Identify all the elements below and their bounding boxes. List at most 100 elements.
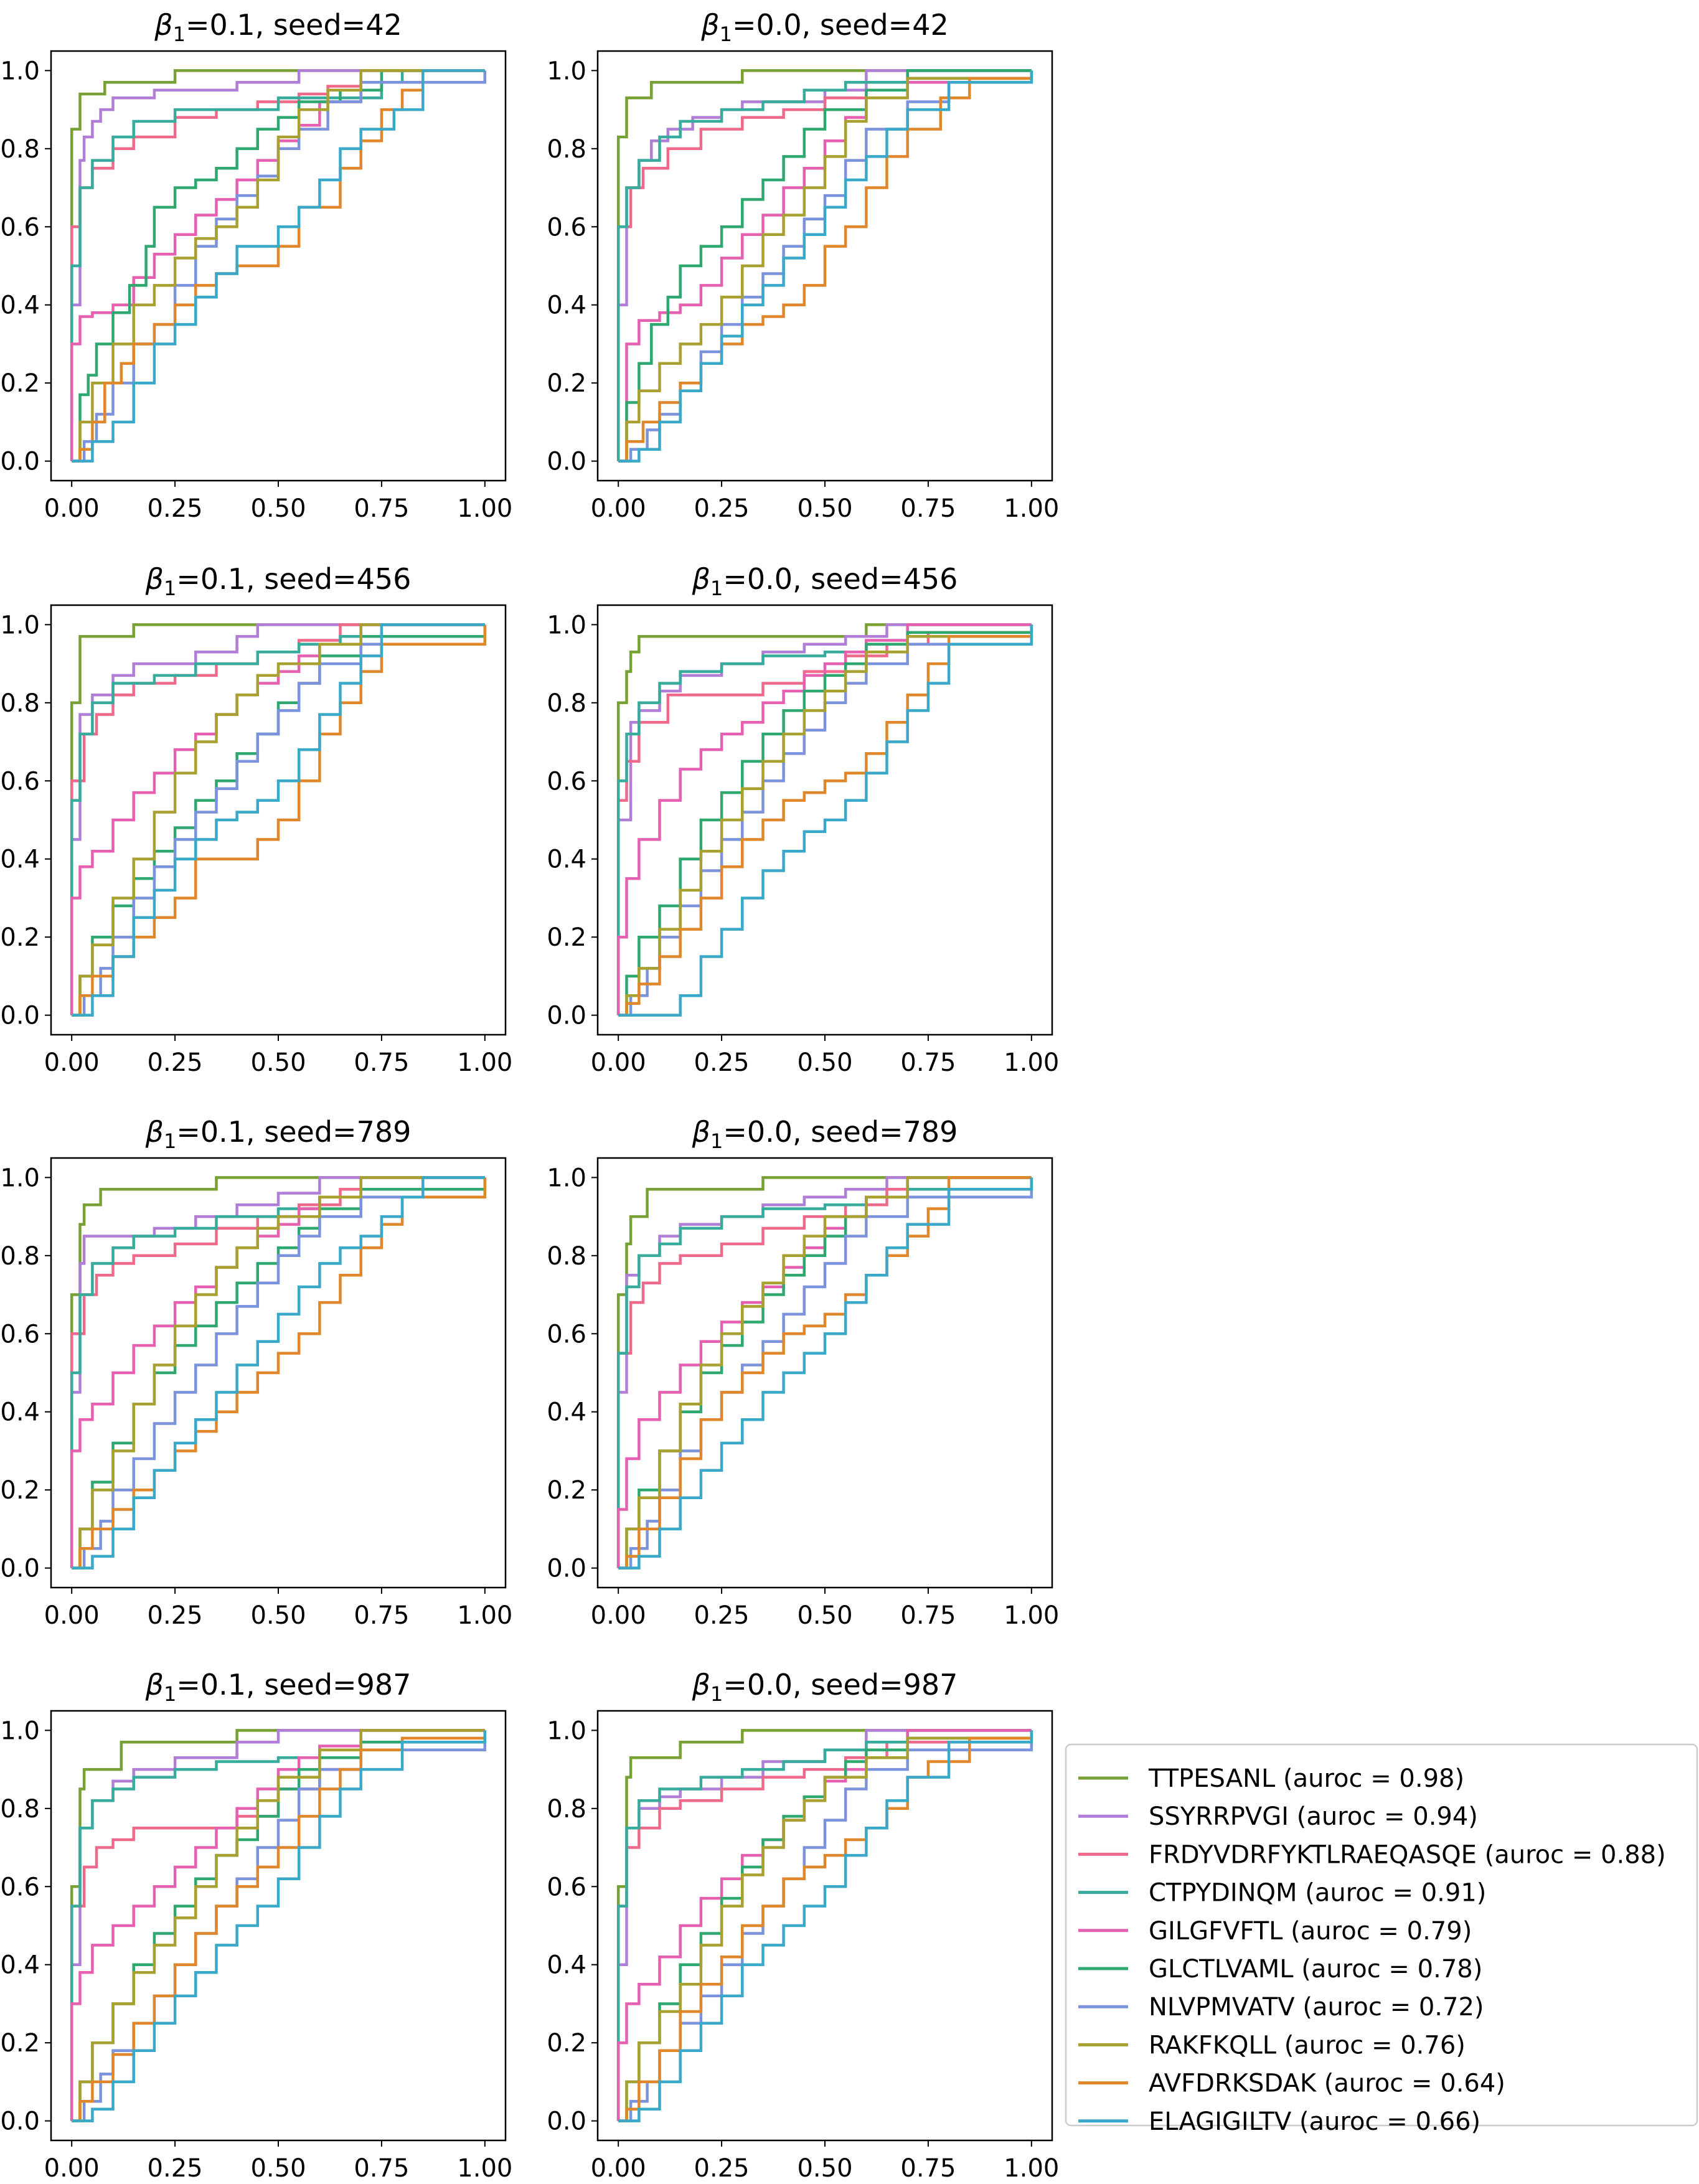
roc-curve (72, 1176, 485, 1570)
axes-frame (596, 1710, 1053, 2142)
y-tick-label: 0.2 (0, 1476, 40, 1505)
x-tick-label: 0.00 (44, 1048, 100, 1077)
x-tick-label: 0.00 (591, 494, 646, 523)
x-tick-label: 0.25 (148, 494, 203, 523)
roc-panel: β1=0.1, seed=987 0.00 0.25 0.50 0.75 1.00 0.0 0… (0, 1668, 512, 2183)
x-tick-label: 0.50 (797, 1601, 852, 1630)
legend-entry: ELAGIGILTV (auroc = 0.66) (1149, 2107, 1480, 2136)
x-tick-label: 0.75 (900, 494, 956, 523)
x-tick-label: 0.00 (591, 1048, 646, 1077)
roc-panel: β1=0.0, seed=789 0.00 0.25 0.50 0.75 1.00 0.0 0… (547, 1115, 1059, 1630)
panel-title: β1=0.1, seed=456 (145, 562, 412, 600)
legend-entry: SSYRRPVGI (auroc = 0.94) (1149, 1802, 1478, 1831)
y-tick-label: 0.6 (547, 213, 586, 242)
y-tick-label: 1.0 (547, 1164, 586, 1192)
x-tick-label: 0.00 (44, 494, 100, 523)
legend-entry: NLVPMVATV (auroc = 0.72) (1149, 1993, 1484, 2022)
roc-panel: β1=0.1, seed=789 0.00 0.25 0.50 0.75 1.00 0.0 0… (0, 1115, 512, 1630)
x-tick-label: 0.75 (354, 1601, 409, 1630)
y-tick-label: 0.4 (0, 845, 40, 874)
y-tick-label: 0.0 (547, 2107, 586, 2136)
y-tick-label: 0.6 (0, 1320, 40, 1349)
x-tick-label: 0.25 (148, 1048, 203, 1077)
x-tick-label: 0.75 (900, 2154, 956, 2183)
y-tick-label: 0.4 (547, 1951, 586, 1980)
y-tick-label: 0.6 (0, 767, 40, 796)
y-tick-label: 0.6 (0, 213, 40, 242)
panel-title: β1=0.1, seed=789 (145, 1115, 412, 1153)
panel-title: β1=0.0, seed=987 (692, 1668, 958, 1706)
x-tick-label: 1.00 (457, 1601, 512, 1630)
y-tick-label: 0.6 (547, 767, 586, 796)
roc-curve (618, 70, 1033, 463)
y-tick-label: 0.4 (547, 845, 586, 874)
roc-curve (616, 623, 1032, 1015)
x-tick-label: 0.25 (694, 2154, 750, 2183)
roc-curve (618, 69, 1032, 463)
y-tick-label: 0.8 (547, 135, 586, 164)
roc-curve (70, 69, 485, 461)
roc-curve (618, 624, 1033, 1017)
y-tick-label: 0.8 (547, 689, 586, 718)
x-tick-label: 0.75 (900, 1601, 956, 1630)
x-tick-label: 0.50 (797, 2154, 852, 2183)
x-tick-label: 0.00 (591, 2154, 646, 2183)
roc-curve (616, 69, 1032, 461)
x-tick-label: 0.25 (694, 1048, 750, 1077)
panel-title: β1=0.1, seed=42 (154, 8, 402, 46)
y-tick-label: 0.2 (547, 923, 586, 952)
x-tick-label: 0.25 (694, 494, 750, 523)
panel-title: β1=0.0, seed=789 (692, 1115, 958, 1153)
panel-title: β1=0.0, seed=456 (692, 562, 958, 600)
x-tick-label: 0.75 (354, 2154, 409, 2183)
roc-panel: β1=0.0, seed=42 0.00 0.25 0.50 0.75 1.00 0.0 0.… (547, 8, 1059, 523)
y-tick-label: 0.8 (0, 689, 40, 718)
y-tick-label: 0.2 (0, 369, 40, 398)
x-tick-label: 0.50 (250, 1048, 306, 1077)
y-tick-label: 1.0 (0, 1716, 40, 1745)
roc-curve (618, 1730, 1033, 2122)
legend-entry: GILGFVFTL (auroc = 0.79) (1149, 1917, 1472, 1946)
x-tick-label: 1.00 (457, 494, 512, 523)
roc-curve (72, 623, 485, 1017)
x-tick-label: 0.50 (797, 494, 852, 523)
y-tick-label: 0.2 (0, 923, 40, 952)
y-tick-label: 0.8 (0, 135, 40, 164)
roc-panel: β1=0.1, seed=456 0.00 0.25 0.50 0.75 1.00 0.0 0… (0, 562, 512, 1077)
x-tick-label: 0.75 (354, 494, 409, 523)
roc-curve (618, 1730, 1033, 2122)
roc-curve (72, 1729, 485, 2122)
legend-entry: RAKFKQLL (auroc = 0.76) (1149, 2031, 1466, 2059)
roc-curve (618, 70, 1033, 463)
x-tick-label: 1.00 (1004, 2154, 1059, 2183)
y-tick-label: 0.0 (0, 1555, 40, 1583)
roc-curve (72, 1730, 487, 2122)
roc-curve (72, 623, 485, 1017)
y-tick-label: 0.8 (0, 1795, 40, 1824)
roc-curve (616, 623, 1032, 1015)
y-tick-label: 1.0 (0, 1164, 40, 1192)
x-tick-label: 0.00 (591, 1601, 646, 1630)
x-tick-label: 0.00 (44, 2154, 100, 2183)
y-tick-label: 0.8 (547, 1795, 586, 1824)
y-tick-label: 0.4 (547, 291, 586, 320)
y-tick-label: 0.2 (547, 1476, 586, 1505)
y-tick-label: 1.0 (547, 1716, 586, 1745)
y-tick-label: 0.0 (547, 1002, 586, 1030)
roc-panel: β1=0.0, seed=987 0.00 0.25 0.50 0.75 1.00 0.0 0… (547, 1668, 1059, 2183)
roc-curve (616, 623, 1032, 1015)
panel-title: β1=0.0, seed=42 (700, 8, 949, 46)
y-tick-label: 1.0 (0, 57, 40, 85)
legend: TTPESANL (auroc = 0.98) SSYRRPVGI (auroc … (1065, 1743, 1698, 2136)
roc-panel: β1=0.0, seed=456 0.00 0.25 0.50 0.75 1.00 0.0 0… (547, 562, 1059, 1077)
x-tick-label: 0.75 (900, 1048, 956, 1077)
roc-curve (70, 1729, 485, 2121)
y-tick-label: 1.0 (547, 57, 586, 85)
roc-curve (70, 623, 485, 1015)
y-tick-label: 0.0 (547, 448, 586, 476)
y-tick-label: 0.8 (0, 1242, 40, 1271)
legend-entry: TTPESANL (auroc = 0.98) (1148, 1764, 1464, 1793)
roc-curve (70, 623, 485, 1015)
y-tick-label: 0.2 (547, 2029, 586, 2058)
